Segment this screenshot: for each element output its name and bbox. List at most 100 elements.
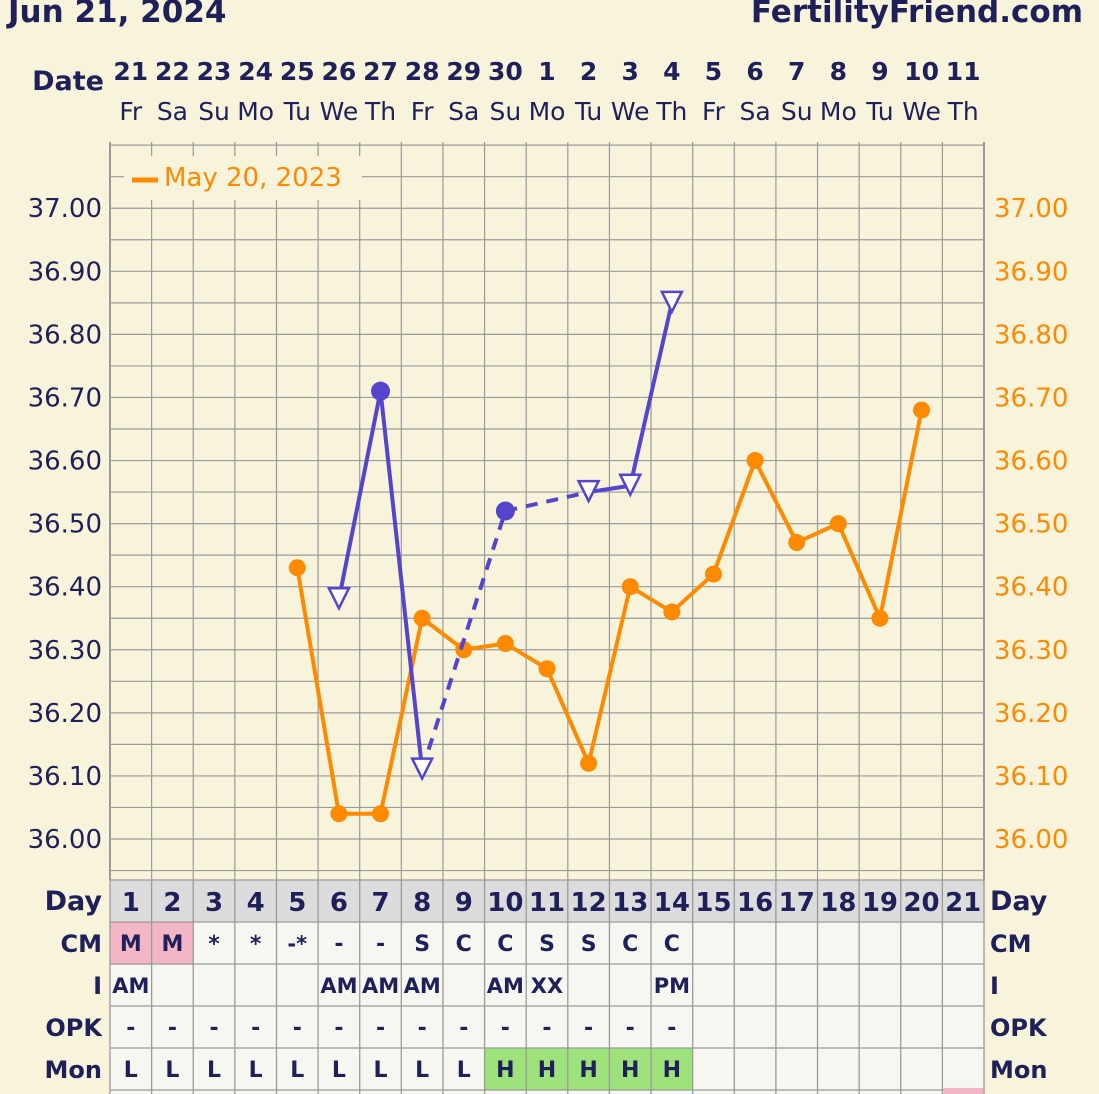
cycle-day-number: 13 [612,888,648,918]
date-tick-label: 22 [155,57,190,86]
date-tick-label: 26 [322,57,357,86]
cell-value: AM [320,974,357,998]
cell-value: S [414,932,430,957]
cell-value: - [334,932,343,957]
cell-value: C [497,932,513,957]
y-tick-label-right: 36.40 [994,573,1068,603]
current-data-point-open-triangle [326,587,351,612]
cell-value: - [542,1016,551,1041]
cell-value: AM [112,974,149,998]
cell-value: L [165,1058,179,1083]
highlight-cell [484,1048,527,1090]
date-tick-label: 27 [363,57,398,86]
legend-label: May 20, 2023 [164,163,342,193]
date-tick-label: 8 [830,57,847,86]
cycle-day-number: 16 [737,888,773,918]
date-tick-label: 24 [238,57,273,86]
current-series-segment [628,302,674,487]
highlight-cell [110,922,152,964]
cycle-day-number: 5 [288,888,306,918]
cell-value: L [332,1058,346,1083]
weekday-tick-label: We [902,97,941,126]
current-series-dashed-segment [420,510,508,771]
cell-value: M [161,932,183,957]
weekday-tick-label: Sa [157,97,188,126]
date-tick-label: 4 [663,57,680,86]
cell-value: C [622,932,638,957]
highlight-cell [151,922,194,964]
cell-value: L [290,1058,304,1083]
y-tick-label-right: 36.20 [994,699,1068,729]
date-tick-label: 6 [746,57,763,86]
overlay-data-point [496,634,514,652]
date-tick-label: 10 [904,57,939,86]
cell-value: - [501,1016,510,1041]
overlay-data-point [538,660,556,678]
cell-value: - [209,1016,218,1041]
cycle-day-number: 10 [487,888,523,918]
overlay-series-line [295,409,924,816]
weekday-tick-label: Tu [574,97,602,126]
date-tick-label: 21 [113,57,148,86]
weekday-tick-label: Fr [411,97,435,126]
cycle-day-number: 12 [571,888,607,918]
cell-value: H [496,1058,514,1083]
highlight-cell [609,1048,652,1090]
cell-value: PM [654,974,690,998]
weekday-tick-label: Mo [529,97,566,126]
row-label-right: I [990,972,999,1000]
cell-value: - [126,1016,135,1041]
overlay-data-point [621,578,639,596]
current-series-segment [336,390,383,600]
cell-value: - [584,1016,593,1041]
date-tick-label: 25 [280,57,315,86]
cell-value: L [207,1058,221,1083]
date-tick-label: 11 [946,57,981,86]
cell-value: * [208,932,220,957]
cell-value: S [539,932,555,957]
cell-value: L [457,1058,471,1083]
row-label-right: Day [990,886,1048,917]
y-tick-label-left: 36.90 [28,257,102,287]
y-tick-label-right: 36.70 [994,383,1068,413]
highlight-cell [526,1048,568,1090]
weekday-tick-label: Su [198,97,230,126]
date-axis-label: Date [32,66,104,97]
weekday-tick-label: Th [364,97,396,126]
cycle-day-number: 9 [455,888,473,918]
cell-value: * [250,932,262,957]
cycle-day-number: 15 [695,888,731,918]
current-data-point [495,501,515,521]
weekday-tick-label: We [320,97,359,126]
current-data-point [371,381,391,401]
y-tick-label-left: 36.40 [28,573,102,603]
y-tick-label-right: 36.60 [994,447,1068,477]
y-tick-label-left: 36.50 [28,510,102,540]
cell-value: C [664,932,680,957]
cell-value: L [374,1058,388,1083]
overlay-data-point [413,609,431,627]
y-tick-label-right: 37.00 [994,194,1068,224]
row-label-left: Day [45,886,103,917]
day-row-background [110,880,984,922]
cycle-day-number: 3 [205,888,223,918]
date-tick-label: 28 [405,57,440,86]
overlay-data-point [330,805,348,823]
cell-value: C [456,932,472,957]
cycle-day-number: 21 [945,888,981,918]
date-tick-label: 23 [197,57,232,86]
plot-area [110,142,984,880]
date-tick-label: 3 [622,57,639,86]
cycle-day-number: 19 [862,888,898,918]
highlight-cell [567,1048,610,1090]
cell-value: H [579,1058,597,1083]
cell-value: -* [287,932,307,956]
cell-value: - [459,1016,468,1041]
cell-value: S [581,932,597,957]
brand-link[interactable]: FertilityFriend.com [750,0,1083,30]
cycle-day-number: 7 [371,888,389,918]
y-tick-label-left: 36.00 [28,825,102,855]
y-tick-label-right: 36.90 [994,257,1068,287]
cycle-day-number: 14 [654,888,690,918]
